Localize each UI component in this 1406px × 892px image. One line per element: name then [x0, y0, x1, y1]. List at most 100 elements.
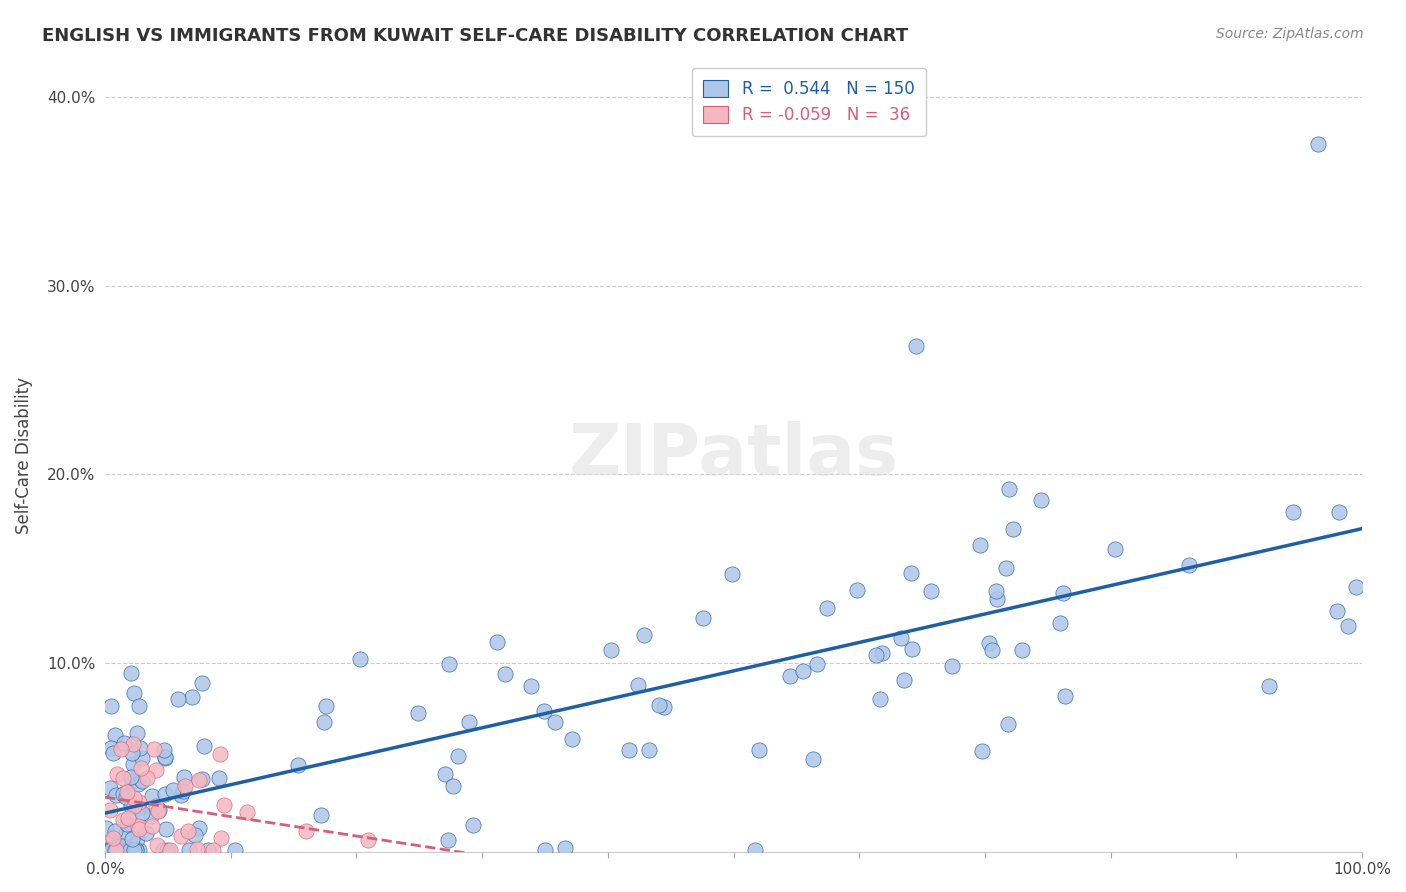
English — [600, 643, 623, 657]
Immigrants from Kuwait — [122, 798, 145, 813]
English — [127, 801, 149, 815]
Immigrants from Kuwait — [236, 805, 259, 819]
English — [125, 726, 148, 740]
English — [984, 583, 1007, 598]
English — [815, 600, 838, 615]
English — [156, 843, 179, 857]
English — [977, 636, 1000, 650]
English — [128, 843, 150, 857]
English — [865, 648, 887, 662]
English — [105, 839, 128, 854]
English — [188, 821, 211, 835]
Y-axis label: Self-Care Disability: Self-Care Disability — [15, 377, 32, 534]
Immigrants from Kuwait — [136, 771, 159, 785]
Immigrants from Kuwait — [122, 790, 145, 805]
English — [1306, 137, 1329, 152]
English — [96, 843, 118, 857]
English — [107, 843, 129, 857]
English — [111, 838, 134, 853]
English — [153, 743, 176, 757]
English — [115, 825, 138, 839]
English — [997, 482, 1019, 496]
English — [437, 657, 460, 671]
Immigrants from Kuwait — [98, 803, 121, 817]
English — [920, 584, 942, 599]
Immigrants from Kuwait — [115, 785, 138, 799]
English — [115, 790, 138, 805]
English — [100, 741, 122, 756]
English — [519, 680, 541, 694]
Immigrants from Kuwait — [212, 797, 235, 812]
English — [128, 699, 150, 714]
English — [633, 628, 655, 642]
English — [120, 666, 142, 681]
Immigrants from Kuwait — [209, 747, 232, 762]
Immigrants from Kuwait — [146, 804, 169, 818]
English — [122, 756, 145, 771]
English — [801, 752, 824, 766]
English — [103, 824, 125, 838]
English — [121, 774, 143, 789]
English — [193, 739, 215, 754]
Immigrants from Kuwait — [127, 819, 149, 833]
English — [118, 843, 141, 857]
English — [172, 784, 194, 798]
Immigrants from Kuwait — [145, 838, 167, 852]
English — [115, 817, 138, 831]
English — [152, 843, 174, 857]
English — [125, 843, 148, 857]
English — [100, 698, 122, 713]
English — [101, 746, 124, 760]
English — [173, 770, 195, 784]
English — [190, 676, 212, 690]
English — [1052, 586, 1074, 600]
English — [997, 717, 1019, 731]
English — [904, 339, 927, 353]
English — [121, 831, 143, 846]
English — [533, 843, 555, 857]
Immigrants from Kuwait — [201, 843, 224, 857]
Immigrants from Kuwait — [186, 842, 208, 856]
English — [135, 826, 157, 840]
Immigrants from Kuwait — [187, 773, 209, 788]
English — [561, 732, 583, 747]
English — [441, 779, 464, 793]
English — [98, 843, 121, 857]
English — [486, 634, 509, 648]
English — [184, 828, 207, 842]
English — [170, 788, 193, 802]
English — [122, 686, 145, 700]
English — [105, 843, 128, 857]
Immigrants from Kuwait — [111, 771, 134, 785]
English — [98, 833, 121, 847]
Immigrants from Kuwait — [105, 767, 128, 781]
English — [1337, 619, 1360, 633]
English — [1326, 604, 1348, 618]
English — [1053, 689, 1076, 703]
English — [1344, 580, 1367, 594]
English — [127, 777, 149, 791]
English — [108, 843, 131, 857]
English — [125, 832, 148, 847]
English — [112, 736, 135, 750]
English — [208, 771, 231, 785]
English — [461, 818, 484, 832]
English — [637, 743, 659, 757]
English — [436, 832, 458, 847]
English — [447, 749, 470, 764]
English — [627, 677, 650, 691]
English — [647, 698, 669, 712]
Legend: R =  0.544   N = 150, R = -0.059   N =  36: R = 0.544 N = 150, R = -0.059 N = 36 — [692, 68, 927, 136]
Immigrants from Kuwait — [101, 830, 124, 845]
English — [162, 783, 184, 797]
English — [104, 789, 127, 803]
Immigrants from Kuwait — [141, 819, 163, 833]
English — [870, 646, 893, 660]
Immigrants from Kuwait — [173, 779, 195, 793]
English — [720, 566, 742, 581]
English — [111, 842, 134, 856]
English — [167, 692, 190, 706]
English — [104, 843, 127, 857]
English — [1178, 558, 1201, 572]
English — [533, 704, 555, 718]
